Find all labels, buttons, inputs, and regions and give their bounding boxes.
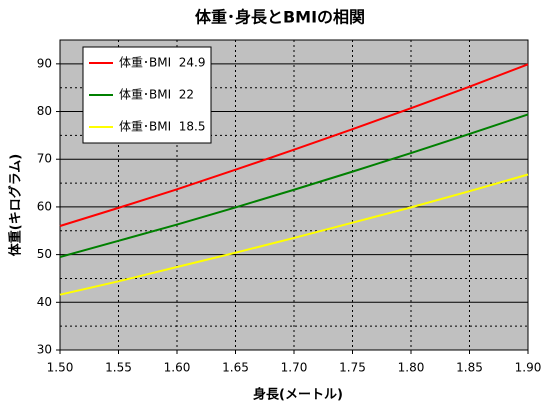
y-tick-label: 80 [37,104,52,118]
plot-border [59,39,529,351]
x-tick-label: 1.90 [515,361,542,375]
x-tick-label: 1.60 [164,361,191,375]
data-line [59,173,529,296]
y-tick-label: 40 [37,295,52,309]
x-tick-label: 1.85 [456,361,483,375]
x-tick-label: 1.65 [222,361,249,375]
x-tick-label: 1.50 [47,361,74,375]
y-tick-label: 30 [37,343,52,357]
y-tick-label: 70 [37,152,52,166]
x-tick-label: 1.80 [398,361,425,375]
chart-title: 体重･身長とBMIの相関 [195,8,365,27]
legend-label: 体重･BMI 18.5 [119,120,205,134]
y-tick-label: 50 [37,247,52,261]
x-tick-label: 1.55 [105,361,132,375]
y-tick-label: 60 [37,199,52,213]
legend-label: 体重･BMI 22 [119,88,194,102]
x-tick-label: 1.75 [339,361,366,375]
data-line [59,113,529,258]
data-line [59,63,529,227]
y-axis-title: 体重(キログラム) [8,154,24,257]
x-tick-label: 1.70 [281,361,308,375]
legend-label: 体重･BMI 24.9 [119,56,205,70]
y-tick-label: 90 [37,56,52,70]
x-axis-title: 身長(メートル) [253,387,343,403]
